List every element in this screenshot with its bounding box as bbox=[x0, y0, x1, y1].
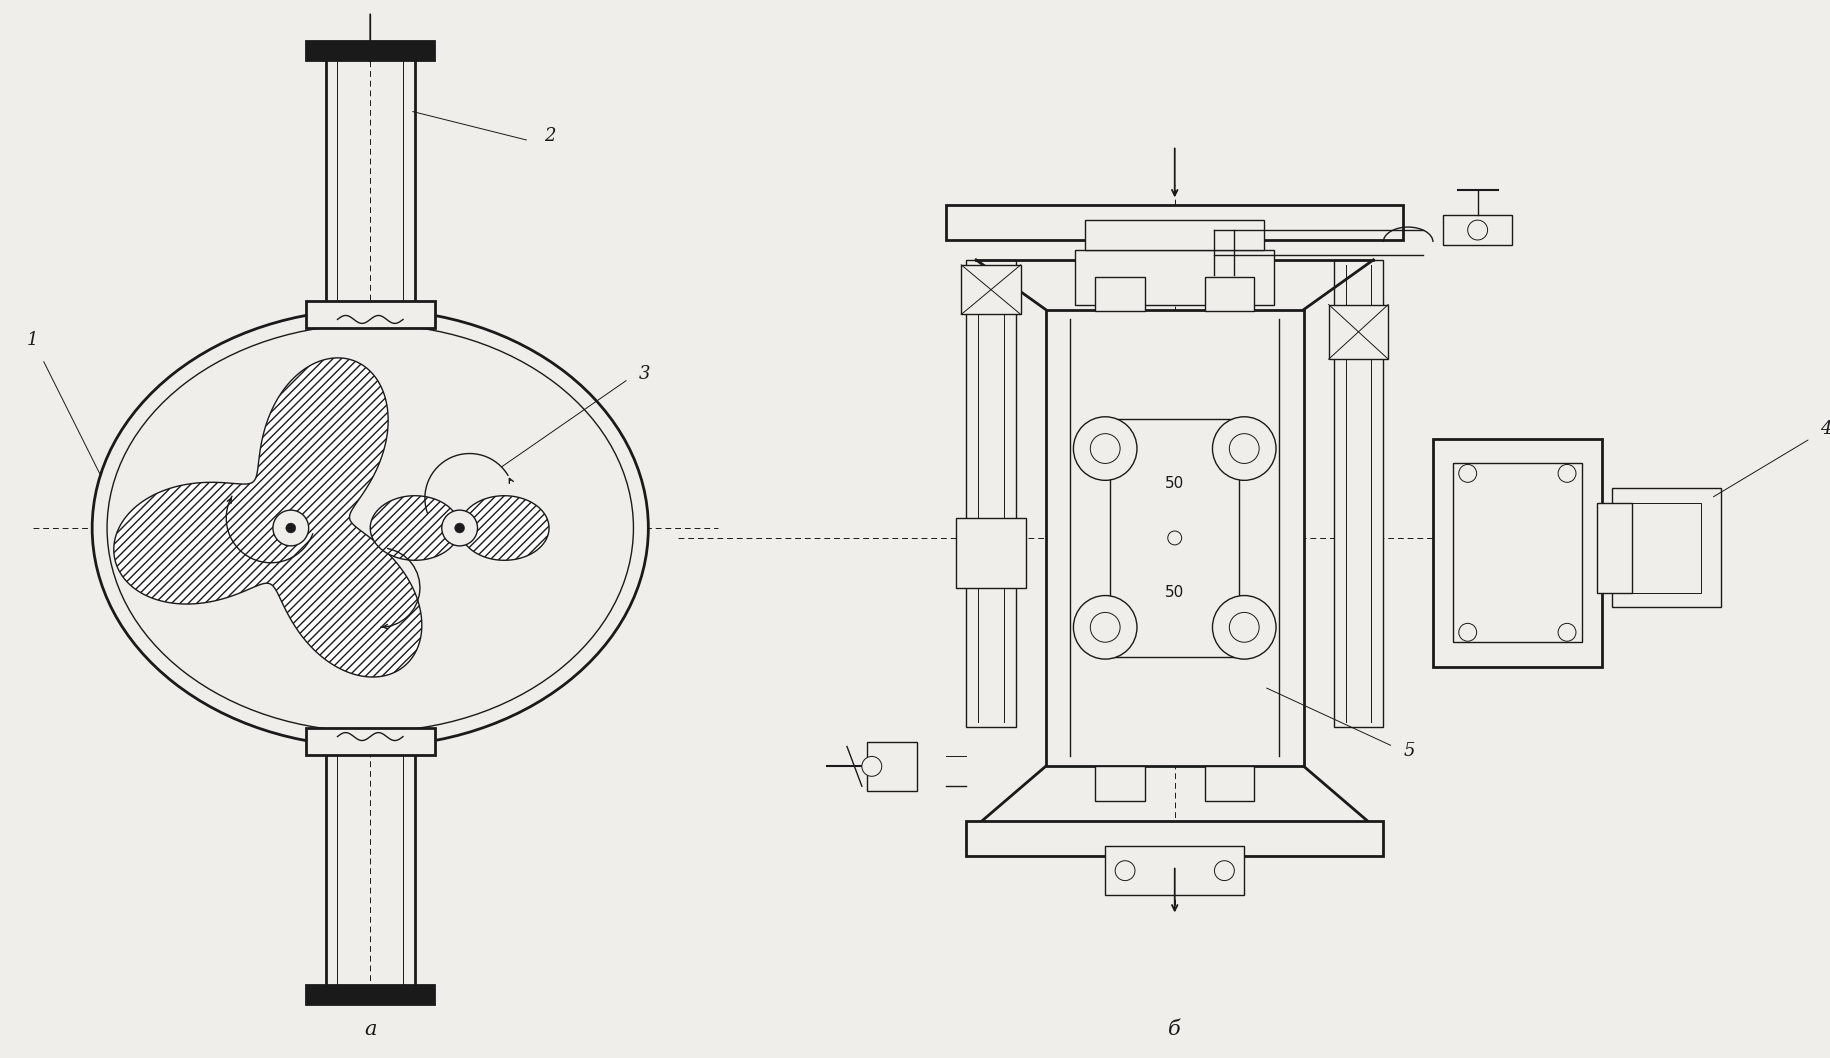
Bar bbox=[1204, 277, 1254, 311]
Ellipse shape bbox=[108, 325, 633, 732]
Circle shape bbox=[1459, 464, 1477, 482]
Bar bbox=[1612, 489, 1720, 607]
Text: 4: 4 bbox=[1821, 420, 1830, 438]
Text: 5: 5 bbox=[1404, 743, 1415, 761]
Ellipse shape bbox=[92, 310, 648, 747]
Bar bbox=[1204, 766, 1254, 801]
Bar bbox=[966, 260, 1016, 727]
Circle shape bbox=[1091, 434, 1120, 463]
Bar bbox=[306, 41, 436, 61]
Text: 50: 50 bbox=[1166, 476, 1184, 491]
Circle shape bbox=[285, 523, 296, 533]
Bar bbox=[1334, 260, 1383, 727]
Circle shape bbox=[1215, 861, 1233, 880]
Bar bbox=[1329, 305, 1389, 359]
Circle shape bbox=[1557, 623, 1576, 641]
Bar bbox=[1632, 504, 1702, 592]
Text: 3: 3 bbox=[639, 365, 650, 383]
Circle shape bbox=[1074, 417, 1136, 480]
Circle shape bbox=[1557, 464, 1576, 482]
Bar bbox=[961, 264, 1021, 314]
Circle shape bbox=[273, 510, 309, 546]
Text: 50: 50 bbox=[1166, 585, 1184, 600]
Bar bbox=[966, 821, 1383, 856]
Bar bbox=[306, 300, 436, 328]
Bar bbox=[867, 742, 917, 791]
Circle shape bbox=[1459, 623, 1477, 641]
Circle shape bbox=[1091, 613, 1120, 642]
Circle shape bbox=[1468, 220, 1488, 240]
Bar bbox=[1096, 277, 1146, 311]
Bar bbox=[306, 728, 436, 755]
Circle shape bbox=[1168, 531, 1182, 545]
Polygon shape bbox=[113, 358, 421, 677]
Bar bbox=[1433, 439, 1601, 667]
Text: 1: 1 bbox=[27, 331, 38, 349]
Bar bbox=[1045, 310, 1303, 766]
Text: 2: 2 bbox=[544, 127, 556, 145]
Bar bbox=[1598, 504, 1632, 592]
Bar bbox=[957, 518, 1027, 587]
Circle shape bbox=[1230, 434, 1259, 463]
Bar bbox=[946, 205, 1404, 240]
Circle shape bbox=[862, 756, 882, 777]
Circle shape bbox=[1213, 596, 1276, 659]
Bar bbox=[1453, 463, 1581, 642]
Circle shape bbox=[441, 510, 478, 546]
Polygon shape bbox=[370, 496, 549, 561]
Circle shape bbox=[1114, 861, 1135, 880]
Bar bbox=[306, 985, 436, 1005]
Bar bbox=[1085, 220, 1265, 250]
Bar bbox=[1105, 845, 1244, 895]
Circle shape bbox=[1230, 613, 1259, 642]
Text: а: а bbox=[364, 1021, 377, 1040]
Text: б: б bbox=[1168, 1021, 1180, 1040]
Bar bbox=[1096, 766, 1146, 801]
Bar bbox=[1111, 419, 1239, 657]
Circle shape bbox=[1074, 596, 1136, 659]
Bar bbox=[1442, 215, 1512, 245]
Bar bbox=[1076, 250, 1274, 305]
Circle shape bbox=[1213, 417, 1276, 480]
Circle shape bbox=[454, 523, 465, 533]
